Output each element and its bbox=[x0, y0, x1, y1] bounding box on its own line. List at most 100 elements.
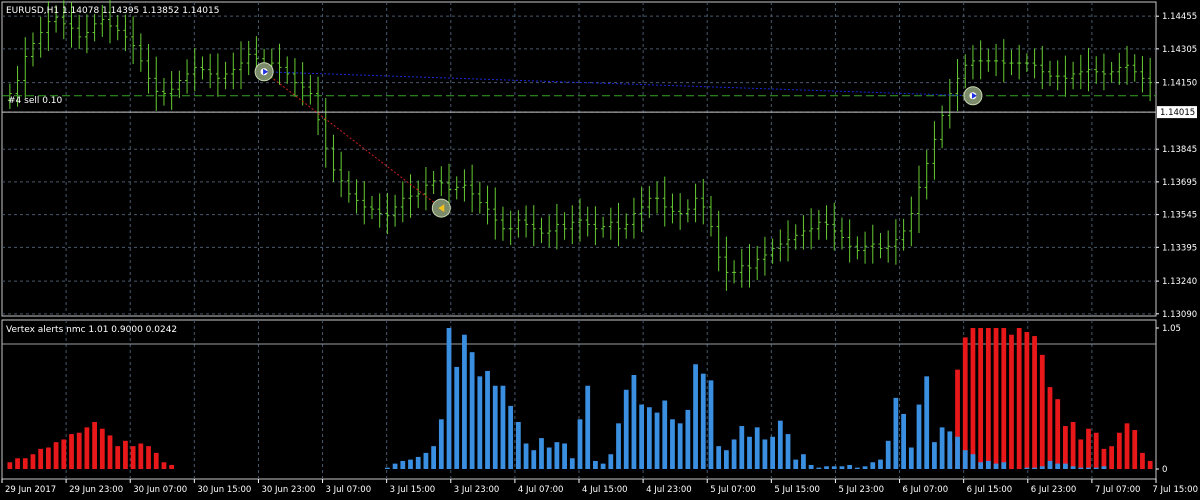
histogram-bar-blue bbox=[916, 404, 922, 469]
time-tick-label: 6 Jul 15:00 bbox=[967, 485, 1013, 495]
time-tick-label: 4 Jul 07:00 bbox=[518, 485, 564, 495]
indicator-tick-label: 0 bbox=[1162, 465, 1167, 475]
histogram-bar-red bbox=[161, 462, 167, 469]
order-label: #4 sell 0.10 bbox=[8, 96, 63, 106]
histogram-bar-blue bbox=[808, 464, 814, 469]
histogram-bar-blue bbox=[1093, 467, 1099, 469]
histogram-bar-blue bbox=[693, 364, 698, 469]
time-tick-label: 30 Jun 15:00 bbox=[197, 485, 251, 495]
price-pane[interactable]: EURUSD,H1 1.14078 1.14395 1.13852 1.1401… bbox=[1, 0, 1157, 317]
indicator-axis[interactable]: 1.05 0 bbox=[1156, 324, 1181, 475]
time-tick-label: 5 Jul 23:00 bbox=[838, 485, 884, 495]
arrow-right-icon bbox=[971, 92, 977, 99]
histogram-bar-blue bbox=[847, 464, 853, 469]
histogram-bar-blue bbox=[523, 443, 529, 469]
histogram-bar-blue bbox=[939, 427, 945, 469]
histogram-bar-blue bbox=[515, 422, 521, 469]
histogram-bar-red bbox=[138, 443, 144, 469]
histogram-bar-blue bbox=[438, 419, 444, 469]
histogram-bar-red bbox=[1109, 446, 1115, 469]
histogram-bar-red bbox=[76, 432, 82, 469]
histogram-bar-blue bbox=[862, 466, 868, 469]
histogram-bar-blue bbox=[777, 420, 783, 469]
histogram-bar-blue bbox=[531, 450, 537, 469]
histogram-bar-blue bbox=[616, 423, 621, 469]
histogram-bar-blue bbox=[801, 454, 806, 469]
histogram-bar-red bbox=[92, 422, 97, 469]
indicator-pane-header: Vertex alerts nmc 1.01 0.9000 0.0242 bbox=[6, 325, 177, 335]
histogram-bar-blue bbox=[1055, 463, 1061, 469]
histogram-bar-blue bbox=[608, 454, 614, 469]
time-tick-label: 3 Jul 23:00 bbox=[454, 485, 500, 495]
histogram-bar-blue bbox=[623, 389, 629, 469]
histogram-bar-blue bbox=[654, 412, 660, 469]
histogram-bar-red bbox=[970, 328, 976, 469]
histogram-bar-blue bbox=[716, 446, 722, 469]
histogram-bar-blue bbox=[500, 385, 506, 469]
histogram-bar-red bbox=[1047, 387, 1053, 469]
histogram-bar-blue bbox=[585, 385, 591, 469]
histogram-bar-blue bbox=[708, 380, 714, 469]
histogram-bar-red bbox=[61, 439, 67, 469]
histogram-bar-red bbox=[1001, 328, 1007, 469]
histogram-bar-red bbox=[1116, 432, 1122, 469]
indicator-tick-label: 1.05 bbox=[1162, 324, 1181, 334]
indicator-pane[interactable]: Vertex alerts nmc 1.01 0.9000 0.0242 bbox=[1, 319, 1157, 480]
histogram-bar-blue bbox=[423, 452, 429, 469]
histogram-bar-blue bbox=[993, 463, 999, 469]
histogram-bar-blue bbox=[1086, 467, 1091, 469]
histogram-bar-red bbox=[53, 442, 59, 469]
trade-line-red bbox=[263, 71, 442, 209]
histogram-bar-red bbox=[993, 328, 999, 469]
histogram-bar-blue bbox=[539, 438, 544, 469]
histogram-bar-red bbox=[22, 458, 28, 469]
histogram-bar-red bbox=[1032, 336, 1037, 469]
price-tick-label: 1.13695 bbox=[1162, 178, 1197, 188]
histogram-bar-blue bbox=[392, 463, 398, 469]
histogram-bar-blue bbox=[901, 413, 906, 469]
time-axis[interactable]: 29 Jun 2017 29 Jun 23:00 30 Jun 07:00 30 Ju… bbox=[1, 479, 1198, 495]
histogram-bar-blue bbox=[1024, 467, 1030, 469]
histogram-bar-blue bbox=[593, 460, 598, 469]
time-tick-label: 5 Jul 15:00 bbox=[774, 485, 820, 495]
histogram-bar-red bbox=[45, 447, 51, 469]
histogram-bar-red bbox=[69, 434, 74, 469]
histogram-bar-blue bbox=[793, 459, 799, 469]
price-pane-header: EURUSD,H1 1.14078 1.14395 1.13852 1.1401… bbox=[6, 6, 219, 16]
price-tick-label: 1.14455 bbox=[1162, 12, 1197, 22]
price-tick-label: 1.13090 bbox=[1162, 310, 1197, 320]
histogram-bar-red bbox=[123, 440, 128, 469]
histogram-bar-red bbox=[978, 328, 984, 469]
time-tick-label: 29 Jun 23:00 bbox=[69, 485, 123, 495]
histogram-bar-blue bbox=[1039, 466, 1045, 469]
price-tick-label: 1.14305 bbox=[1162, 45, 1197, 55]
histogram-bar-red bbox=[1086, 428, 1091, 469]
histogram-bar-blue bbox=[885, 440, 891, 469]
histogram-bar-red bbox=[962, 337, 968, 469]
histogram-bar-blue bbox=[508, 405, 514, 469]
histogram-bar-blue bbox=[893, 397, 899, 469]
histogram-bar-red bbox=[1063, 426, 1068, 469]
histogram-bar-red bbox=[1093, 432, 1099, 469]
histogram-bar-red bbox=[1009, 334, 1014, 469]
histogram-bar-blue bbox=[1001, 462, 1007, 469]
histogram-bar-red bbox=[1055, 399, 1061, 469]
time-tick-label: 4 Jul 15:00 bbox=[582, 485, 628, 495]
histogram-bar-blue bbox=[747, 436, 752, 469]
histogram-bar-blue bbox=[908, 447, 914, 469]
histogram-bar-blue bbox=[485, 370, 490, 469]
histogram-bar-blue bbox=[646, 407, 652, 469]
arrow-right-icon bbox=[263, 68, 269, 75]
histogram-bar-blue bbox=[762, 439, 768, 469]
histogram-bar-red bbox=[1124, 423, 1130, 469]
histogram-bar-red bbox=[84, 427, 90, 469]
histogram-bar-red bbox=[99, 428, 105, 469]
histogram-bar-blue bbox=[600, 463, 606, 469]
histogram-bar-blue bbox=[816, 467, 822, 469]
time-tick-label: 30 Jun 23:00 bbox=[261, 485, 315, 495]
histogram-bar-red bbox=[115, 446, 121, 469]
price-axis[interactable]: 1.14455 1.14305 1.14150 1.13845 1.13695 1.135… bbox=[1156, 12, 1197, 320]
histogram-bar-blue bbox=[1032, 467, 1037, 469]
histogram-bar-red bbox=[169, 464, 175, 469]
